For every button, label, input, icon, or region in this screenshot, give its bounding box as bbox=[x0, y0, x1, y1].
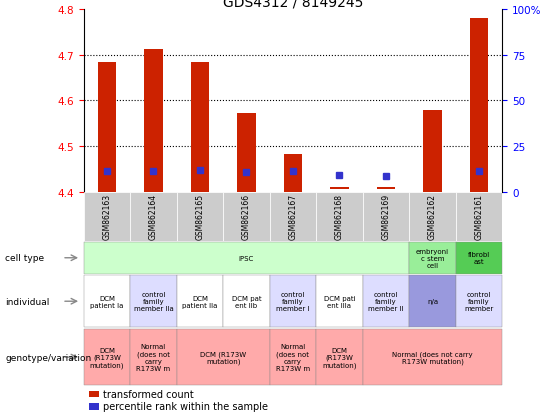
Text: GSM862164: GSM862164 bbox=[149, 194, 158, 240]
Bar bbox=[409, 276, 456, 327]
Bar bbox=[144, 50, 163, 192]
Text: fibrobl
ast: fibrobl ast bbox=[468, 252, 490, 265]
Bar bbox=[130, 330, 177, 385]
Text: percentile rank within the sample: percentile rank within the sample bbox=[103, 401, 268, 411]
Text: DCM pati
ent IIIa: DCM pati ent IIIa bbox=[323, 295, 355, 308]
Bar bbox=[84, 192, 130, 242]
Bar bbox=[456, 242, 502, 274]
Text: control
family
member: control family member bbox=[464, 292, 494, 311]
Bar bbox=[316, 192, 363, 242]
Bar bbox=[177, 276, 223, 327]
Text: DCM
(R173W
mutation): DCM (R173W mutation) bbox=[322, 347, 357, 368]
Bar bbox=[456, 276, 502, 327]
Bar bbox=[284, 155, 302, 192]
Bar bbox=[84, 276, 130, 327]
Bar bbox=[269, 330, 316, 385]
Bar bbox=[223, 192, 269, 242]
Text: control
family
member II: control family member II bbox=[368, 292, 404, 311]
Text: DCM pat
ent IIb: DCM pat ent IIb bbox=[232, 295, 261, 308]
Text: GSM862169: GSM862169 bbox=[381, 194, 390, 240]
Bar bbox=[363, 330, 502, 385]
Text: iPSC: iPSC bbox=[239, 255, 254, 261]
Bar bbox=[269, 276, 316, 327]
Bar bbox=[130, 192, 177, 242]
Title: GDS4312 / 8149245: GDS4312 / 8149245 bbox=[223, 0, 363, 9]
Text: cell type: cell type bbox=[5, 254, 44, 263]
Bar bbox=[423, 111, 442, 192]
Text: genotype/variation: genotype/variation bbox=[5, 353, 92, 362]
Bar bbox=[330, 188, 349, 190]
Text: GSM862167: GSM862167 bbox=[288, 194, 298, 240]
Bar bbox=[84, 330, 130, 385]
Bar bbox=[84, 242, 409, 274]
Text: GSM862162: GSM862162 bbox=[428, 194, 437, 240]
Bar bbox=[316, 276, 363, 327]
Text: embryoni
c stem
cell: embryoni c stem cell bbox=[416, 248, 449, 268]
Bar bbox=[177, 192, 223, 242]
Text: Normal (does not carry
R173W mutation): Normal (does not carry R173W mutation) bbox=[392, 350, 472, 364]
Text: DCM
patient IIa: DCM patient IIa bbox=[183, 295, 218, 308]
Bar bbox=[237, 114, 256, 192]
Text: individual: individual bbox=[5, 297, 50, 306]
Bar bbox=[363, 192, 409, 242]
Text: Normal
(does not
carry
R173W m: Normal (does not carry R173W m bbox=[276, 344, 310, 371]
Bar bbox=[470, 19, 488, 192]
Bar bbox=[191, 62, 210, 192]
Text: control
family
member IIa: control family member IIa bbox=[133, 292, 173, 311]
Text: transformed count: transformed count bbox=[103, 389, 193, 399]
Text: GSM862161: GSM862161 bbox=[475, 194, 483, 240]
Bar bbox=[377, 188, 395, 190]
Text: GSM862165: GSM862165 bbox=[195, 194, 205, 240]
Bar bbox=[456, 192, 502, 242]
Text: n/a: n/a bbox=[427, 299, 438, 304]
Text: Normal
(does not
carry
R173W m: Normal (does not carry R173W m bbox=[137, 344, 171, 371]
Text: GSM862166: GSM862166 bbox=[242, 194, 251, 240]
Bar bbox=[177, 330, 269, 385]
Text: DCM (R173W
mutation): DCM (R173W mutation) bbox=[200, 350, 246, 364]
Bar bbox=[223, 276, 269, 327]
Bar bbox=[363, 276, 409, 327]
Bar bbox=[130, 276, 177, 327]
Bar bbox=[89, 391, 99, 397]
Bar bbox=[409, 192, 456, 242]
Bar bbox=[89, 403, 99, 410]
Text: GSM862168: GSM862168 bbox=[335, 194, 344, 240]
Bar bbox=[409, 242, 456, 274]
Text: GSM862163: GSM862163 bbox=[103, 194, 111, 240]
Bar bbox=[269, 192, 316, 242]
Text: DCM
(R173W
mutation): DCM (R173W mutation) bbox=[90, 347, 124, 368]
Text: control
family
member I: control family member I bbox=[276, 292, 310, 311]
Bar bbox=[98, 62, 116, 192]
Text: DCM
patient Ia: DCM patient Ia bbox=[90, 295, 124, 308]
Bar bbox=[316, 330, 363, 385]
